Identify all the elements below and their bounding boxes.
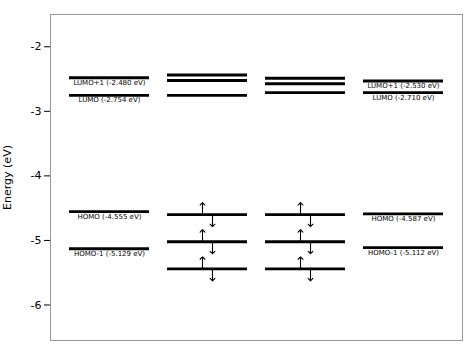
svg-text:-6: -6: [31, 299, 42, 312]
svg-text:HOMO-1 (-5.112 eV): HOMO-1 (-5.112 eV): [368, 249, 439, 257]
svg-text:HOMO (-4.587 eV): HOMO (-4.587 eV): [372, 215, 436, 223]
svg-text:LUMO (-2.710 eV): LUMO (-2.710 eV): [373, 94, 435, 102]
svg-text:Energy (eV): Energy (eV): [1, 145, 14, 210]
svg-text:HOMO-1 (-5.129 eV): HOMO-1 (-5.129 eV): [74, 250, 145, 258]
svg-text:-3: -3: [31, 105, 42, 118]
svg-text:LUMO (-2.754 eV): LUMO (-2.754 eV): [79, 96, 141, 104]
svg-text:HOMO (-4.555 eV): HOMO (-4.555 eV): [78, 213, 142, 221]
svg-text:LUMO+1 (-2.480 eV): LUMO+1 (-2.480 eV): [73, 79, 145, 87]
svg-text:-2: -2: [31, 40, 42, 53]
svg-text:LUMO+1 (-2.530 eV): LUMO+1 (-2.530 eV): [367, 82, 439, 90]
svg-text:-5: -5: [31, 234, 42, 247]
svg-text:-4: -4: [31, 169, 42, 182]
